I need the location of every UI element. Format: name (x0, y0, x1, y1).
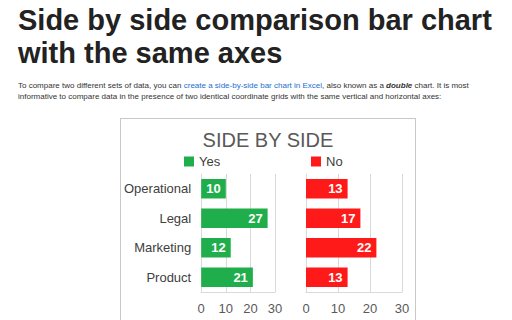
html-text:Side by side comparison bar ch: Side by side comparison bar chart with t… (18, 4, 492, 69)
svg-text:12: 12 (211, 240, 225, 255)
svg-text:Legal: Legal (159, 211, 191, 226)
svg-text:10: 10 (331, 301, 345, 316)
svg-text:0: 0 (198, 301, 205, 316)
svg-text:Product: Product (146, 270, 191, 285)
html-text:To compare two different sets: To compare two different sets of data, y… (18, 81, 469, 101)
svg-text:10: 10 (219, 301, 233, 316)
svg-text:21: 21 (233, 270, 247, 285)
svg-text:0: 0 (302, 301, 309, 316)
svg-text:22: 22 (357, 240, 371, 255)
svg-text:Operational: Operational (124, 181, 191, 196)
svg-text:20: 20 (243, 301, 257, 316)
svg-text:27: 27 (248, 211, 262, 226)
svg-text:Marketing: Marketing (134, 240, 191, 255)
svg-text:10: 10 (206, 181, 220, 196)
svg-text:20: 20 (363, 301, 377, 316)
svg-text:SIDE BY SIDE: SIDE BY SIDE (203, 129, 334, 151)
svg-text:30: 30 (395, 301, 409, 316)
svg-text:No: No (326, 154, 343, 169)
svg-text:30: 30 (268, 301, 282, 316)
svg-text:17: 17 (341, 211, 355, 226)
svg-text:13: 13 (328, 181, 342, 196)
svg-text:13: 13 (328, 270, 342, 285)
svg-text:Yes: Yes (199, 154, 221, 169)
